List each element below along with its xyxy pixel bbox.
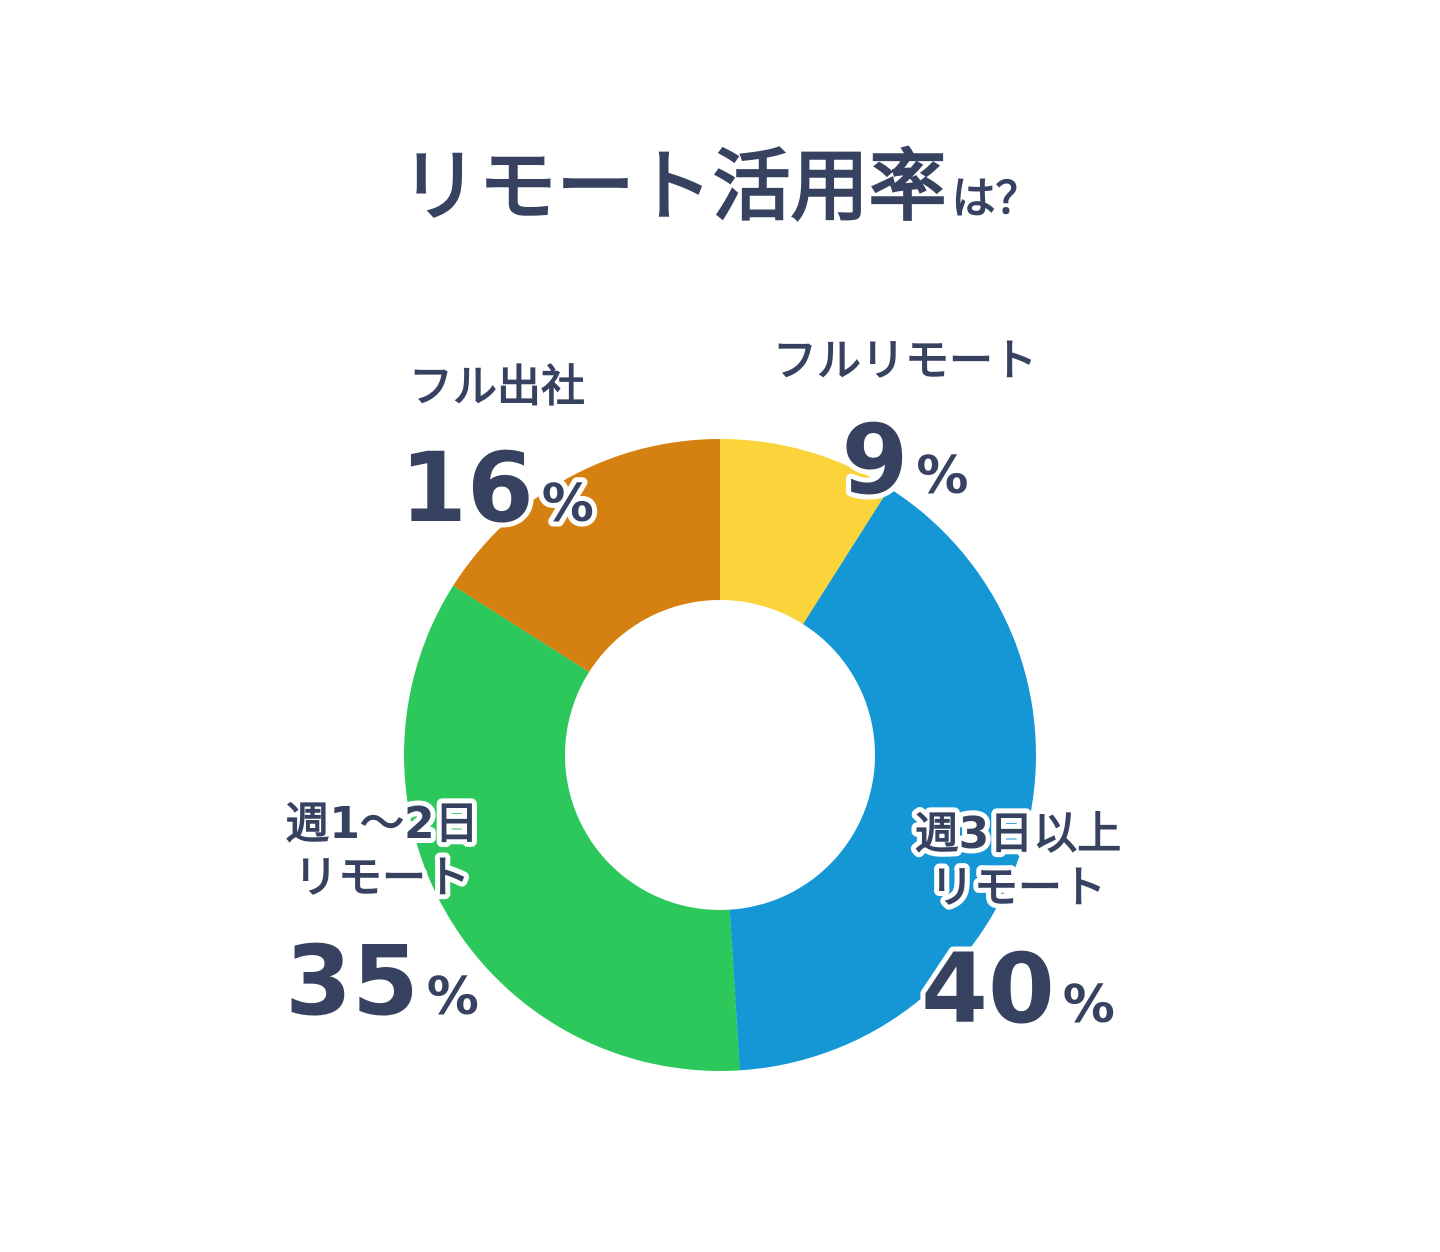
chart-title: リモート活用率 は？ bbox=[400, 142, 1039, 232]
slice-value-number-2: 40 bbox=[921, 933, 1055, 1045]
slice-value-unit-2: % bbox=[1063, 975, 1115, 1035]
slice-value-1: 9% bbox=[842, 404, 969, 516]
slice-label-2-line-1: 週3日以上 bbox=[915, 808, 1122, 859]
slice-value-number-3: 35 bbox=[285, 925, 419, 1037]
slice-value-2: 40% bbox=[921, 933, 1115, 1045]
slice-label-3-line-2: リモート bbox=[294, 852, 470, 903]
chart-title-main: リモート活用率 bbox=[400, 142, 946, 232]
slice-label-2-line-2: リモート bbox=[930, 862, 1106, 913]
donut-hole bbox=[565, 600, 875, 910]
slice-value-3: 35% bbox=[285, 925, 479, 1037]
slice-value-unit-4: % bbox=[542, 474, 594, 534]
slice-value-4: 16% bbox=[400, 432, 594, 544]
slice-label-4-line-1: フル出社 bbox=[409, 361, 585, 412]
chart-title-suffix: は？ bbox=[952, 173, 1040, 224]
slice-value-number-4: 16 bbox=[400, 432, 534, 544]
slice-label-3-line-1: 週1〜2日 bbox=[285, 798, 478, 849]
slice-value-number-1: 9 bbox=[842, 404, 909, 516]
slice-value-unit-3: % bbox=[427, 967, 479, 1027]
slice-value-unit-1: % bbox=[916, 446, 968, 506]
slice-label-1-line-1: フルリモート bbox=[773, 335, 1037, 386]
donut-slice-3 bbox=[404, 585, 740, 1072]
